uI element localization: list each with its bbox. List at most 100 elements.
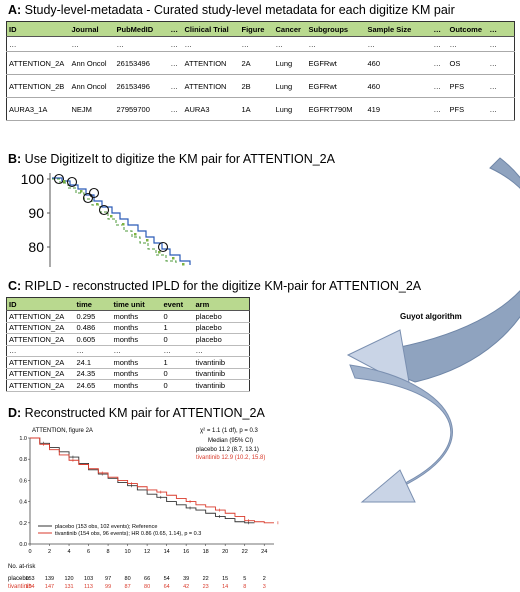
- ipld-col-header: time unit: [111, 297, 162, 311]
- digitize-points: [63, 180, 185, 266]
- km-y-tick-label: 0.0: [19, 542, 27, 548]
- at-risk-tivantinib-value: 99: [105, 584, 111, 590]
- study-metadata-cell: 2A: [239, 51, 274, 75]
- study-metadata-cell: …: [431, 51, 448, 75]
- at-risk-placebo-value: 120: [64, 576, 73, 582]
- km-x-tick-label: 2: [48, 549, 51, 555]
- study-metadata-col-header: PubMedID: [114, 21, 169, 37]
- study-metadata-cell: …: [182, 36, 240, 52]
- ipld-col-header: ID: [6, 297, 75, 311]
- ipld-cell: tivantinib: [193, 379, 250, 392]
- reconstructed-km-chart: ATTENTION, figure 2A χ² = 1.1 (1 df), p …: [8, 428, 279, 590]
- stat-line: χ² = 1.1 (1 df), p = 0.3: [200, 428, 259, 434]
- study-metadata-cell: …: [69, 36, 115, 52]
- at-risk-label-placebo: placebo: [8, 576, 30, 582]
- panel-c-title-text: RIPLD - reconstructed IPLD for the digit…: [21, 279, 422, 293]
- flow-arrow-lower-head: [360, 469, 416, 503]
- km-y-tick-label: 0.6: [19, 478, 27, 484]
- ipld-cell: 0: [161, 333, 194, 346]
- study-metadata-cell: …: [306, 36, 366, 52]
- at-risk-tivantinib-value: 42: [183, 584, 189, 590]
- study-metadata-row: AURA3_1A NEJM 27959700… AURA3 1A Lung EGFRT790…: [6, 97, 515, 121]
- study-metadata-col-header: Cancer: [273, 21, 307, 37]
- ipld-cell: tivantinib: [193, 356, 250, 369]
- panel-a-title-text: Study-level-metadata - Curated study-lev…: [21, 3, 455, 17]
- study-metadata-col-header: Figure: [239, 21, 274, 37]
- km-x-tick-label: 8: [107, 549, 110, 555]
- ipld-cell: placebo: [193, 333, 250, 346]
- study-metadata-cell: 460: [365, 51, 432, 75]
- study-metadata-cell: 26153496: [114, 74, 169, 98]
- study-metadata-cell: ATTENTION_2A: [6, 51, 70, 75]
- ipld-cell: 1: [161, 322, 194, 334]
- study-metadata-col-header: …: [168, 21, 183, 37]
- ipld-cell: 24.35: [74, 368, 112, 380]
- study-metadata-cell: EGFRwt: [306, 51, 366, 75]
- study-metadata-col-header: Sample Size: [365, 21, 432, 37]
- study-metadata-cell: ATTENTION: [182, 51, 240, 75]
- median-tivantinib: tivantinib 12.9 (10.2, 15.8): [196, 455, 265, 461]
- at-risk-tivantinib-value: 87: [125, 584, 131, 590]
- at-risk-tivantinib-value: 23: [203, 584, 209, 590]
- study-metadata-cell: …: [6, 36, 70, 52]
- at-risk-placebo-value: 97: [105, 576, 111, 582]
- ipld-cell: 0: [161, 379, 194, 392]
- ipld-cell: 24.1: [74, 356, 112, 369]
- ipld-header-row: ID time time unit event arm: [6, 297, 250, 311]
- digitize-blue-curve: [52, 177, 191, 265]
- ipld-cell: …: [74, 345, 112, 357]
- panel-b-title: B: Use DigitizeIt to digitize the KM pai…: [8, 152, 335, 166]
- ipld-cell: …: [6, 345, 75, 357]
- digitize-markers: [53, 173, 169, 253]
- km-y-tick-label: 0.4: [19, 500, 27, 506]
- km-y-tick-label: 0.2: [19, 521, 27, 527]
- km-x-tick-label: 18: [203, 549, 209, 555]
- study-metadata-col-header: Outcome: [447, 21, 488, 37]
- km-axes: 0.00.20.40.60.81.00 2 4 6 8 10 12 14 16 18 20 22 24: [19, 436, 274, 555]
- ipld-row: ATTENTION_2A 24.1 months 1 tivantinib: [6, 356, 250, 369]
- study-metadata-col-header: Journal: [69, 21, 115, 37]
- ipld-cell: 0.605: [74, 333, 112, 346]
- ipld-col-header: arm: [193, 297, 250, 311]
- ipld-row: ATTENTION_2A 0.486 months 1 placebo: [6, 322, 250, 334]
- study-metadata-cell: …: [114, 36, 169, 52]
- study-metadata-row: ATTENTION_2B Ann Oncol 26153496… ATTENTION 2…: [6, 74, 515, 98]
- study-metadata-cell: …: [487, 51, 515, 75]
- at-risk-placebo-value: 139: [45, 576, 54, 582]
- at-risk-table: 153 139 120 103 97 80 66 54 39 22 15 5 2 154 147 131 113…: [25, 576, 265, 590]
- study-metadata-cell: …: [168, 51, 183, 75]
- study-metadata-cell: Lung: [273, 74, 307, 98]
- legend-tivantinib: tivantinib (154 obs, 96 events); HR 0.86…: [55, 531, 201, 537]
- ipld-row: ATTENTION_2A 0.295 months 0 placebo: [6, 310, 250, 323]
- ipld-cell: months: [111, 333, 162, 346]
- km-x-tick-label: 16: [183, 549, 189, 555]
- study-metadata-cell: EGFRwt: [306, 74, 366, 98]
- at-risk-placebo-value: 15: [222, 576, 228, 582]
- panel-a-title: A: Study-level-metadata - Curated study-…: [8, 3, 455, 17]
- study-metadata-cell: Lung: [273, 51, 307, 75]
- ipld-cell: 1: [161, 356, 194, 369]
- km-x-tick-label: 14: [164, 549, 170, 555]
- study-metadata-cell: …: [487, 97, 515, 121]
- study-metadata-col-header: Subgroups: [306, 21, 366, 37]
- study-metadata-cell: 2B: [239, 74, 274, 98]
- ipld-row: ……………: [6, 345, 250, 357]
- study-metadata-col-header: …: [431, 21, 448, 37]
- at-risk-tivantinib-value: 64: [164, 584, 170, 590]
- at-risk-tivantinib-value: 3: [263, 584, 266, 590]
- median-placebo: placebo 11.2 (8.7, 13.1): [196, 447, 259, 453]
- ipld-cell: months: [111, 379, 162, 392]
- panel-d-letter: D:: [8, 406, 22, 420]
- study-metadata-row: ATTENTION_2A Ann Oncol 26153496… ATTENTION 2…: [6, 51, 515, 75]
- km-x-tick-label: 6: [87, 549, 90, 555]
- guyot-algorithm-label: Guyot algorithm: [400, 312, 462, 321]
- at-risk-label-tivantinib: tivantinib: [8, 584, 32, 590]
- ipld-cell: ATTENTION_2A: [6, 333, 75, 346]
- km-y-tick-label: 0.8: [19, 457, 27, 463]
- study-metadata-cell: …: [431, 74, 448, 98]
- study-metadata-cell: ATTENTION_2B: [6, 74, 70, 98]
- km-curve-tivantinib: [30, 437, 274, 524]
- y-tick-80: 80: [28, 239, 44, 255]
- ipld-cell: …: [111, 345, 162, 357]
- study-metadata-cell: …: [273, 36, 307, 52]
